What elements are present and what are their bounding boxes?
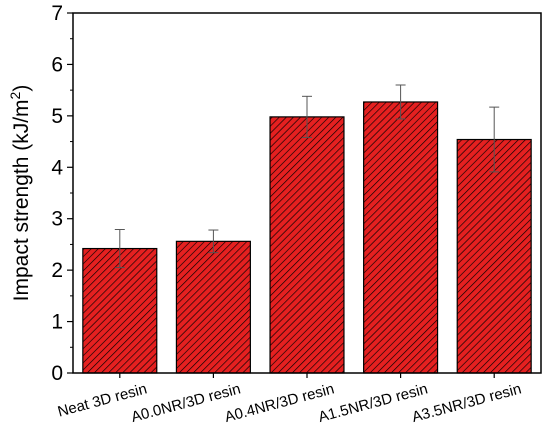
y-tick-label: 3 — [51, 208, 63, 231]
x-tick-label: A3.5NR/3D resin — [410, 380, 523, 426]
y-tick-label: 7 — [51, 2, 63, 25]
error-bars — [114, 84, 500, 269]
y-axis-title: Impact strength (kJ/m2) — [7, 85, 33, 302]
bar — [363, 101, 439, 374]
y-tick-label: 1 — [51, 311, 63, 334]
bar — [175, 240, 251, 374]
bars — [82, 101, 532, 374]
y-axis-title-superscript: 2 — [7, 91, 23, 99]
y-tick-label: 6 — [51, 53, 63, 76]
y-tick-label: 4 — [51, 156, 63, 179]
y-tick-label: 5 — [51, 105, 63, 128]
y-axis-ticks: 0 1 2 3 4 5 6 7 — [51, 2, 73, 385]
y-tick-label: 2 — [51, 259, 63, 282]
bar — [456, 138, 532, 374]
y-axis-title-suffix: ) — [10, 85, 33, 92]
bar — [269, 116, 345, 374]
y-tick-label: 0 — [51, 362, 63, 385]
bar — [82, 247, 158, 374]
